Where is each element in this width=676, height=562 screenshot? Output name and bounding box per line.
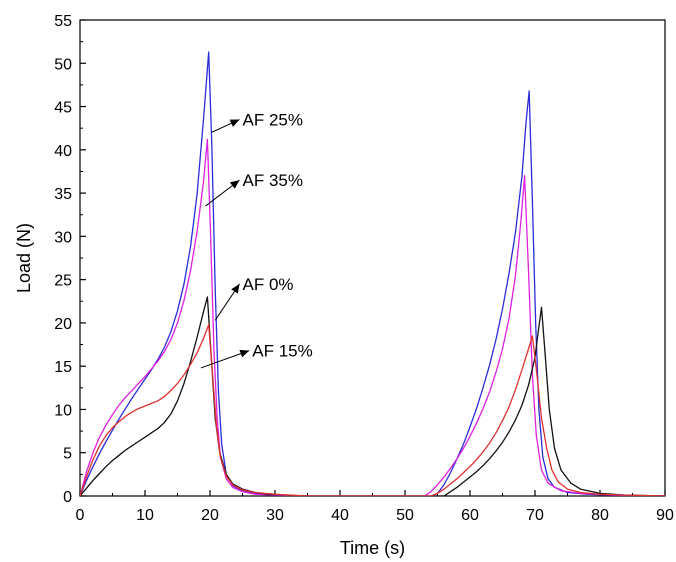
- x-tick-label: 50: [396, 507, 414, 524]
- x-tick-label: 60: [461, 507, 479, 524]
- y-tick-label: 35: [54, 186, 72, 203]
- y-tick-label: 30: [54, 229, 72, 246]
- y-tick-label: 40: [54, 143, 72, 160]
- annotation-arrowhead: [229, 180, 240, 189]
- y-tick-label: 50: [54, 56, 72, 73]
- y-tick-label: 45: [54, 100, 72, 117]
- annotation-label: AF 35%: [243, 171, 303, 190]
- y-tick-label: 55: [54, 13, 72, 30]
- x-tick-label: 0: [76, 507, 85, 524]
- plot-frame: [79, 19, 666, 497]
- series-line-af-25: [80, 51, 665, 496]
- series-line-af-35: [80, 138, 665, 496]
- y-tick-label: 15: [54, 359, 72, 376]
- series-line-af-15: [80, 323, 665, 496]
- annotation-label: AF 25%: [243, 111, 303, 130]
- x-tick-label: 90: [656, 507, 674, 524]
- y-tick-label: 20: [54, 316, 72, 333]
- annotation-arrowhead: [229, 119, 240, 127]
- annotation-arrowhead: [231, 283, 240, 294]
- plot-area: 0 5 10 15 20 25 30 35 40 45 50 55 0 10 20 30 40 50 60 70 80 9…: [14, 13, 674, 558]
- y-axis-title: Load (N): [14, 223, 34, 293]
- x-tick-label: 10: [136, 507, 154, 524]
- y-tick-label: 0: [63, 489, 72, 506]
- y-tick-label: 10: [54, 402, 72, 419]
- x-tick-label: 20: [201, 507, 219, 524]
- annotation-label: AF 0%: [243, 275, 294, 294]
- x-tick-label: 70: [526, 507, 544, 524]
- y-tick-label: 5: [63, 446, 72, 463]
- annotation-arrowhead: [239, 349, 250, 358]
- annotation-label: AF 15%: [252, 342, 312, 361]
- x-tick-label: 80: [591, 507, 609, 524]
- x-axis-title: Time (s): [340, 538, 405, 558]
- series-line-af-0: [80, 296, 665, 496]
- y-tick-label: 25: [54, 273, 72, 290]
- x-tick-label: 30: [266, 507, 284, 524]
- x-tick-label: 40: [331, 507, 349, 524]
